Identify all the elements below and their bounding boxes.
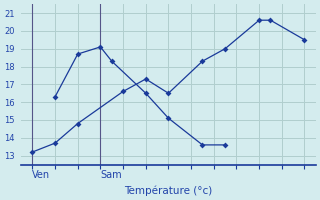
Text: Sam: Sam [100,170,122,180]
Text: Ven: Ven [32,170,51,180]
X-axis label: Température (°c): Température (°c) [124,185,212,196]
